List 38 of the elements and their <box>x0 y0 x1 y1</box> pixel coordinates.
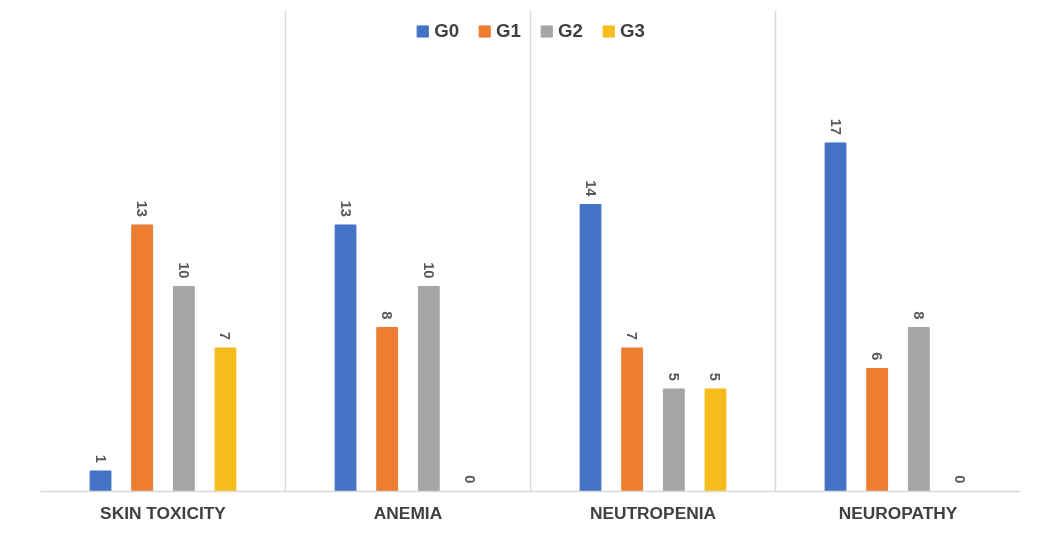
bar <box>824 142 847 492</box>
legend-label: G2 <box>558 20 583 42</box>
bar <box>214 347 237 492</box>
legend-label: G3 <box>619 20 645 42</box>
data-label: 8 <box>910 311 927 320</box>
data-label: 13 <box>337 200 354 217</box>
data-label: 7 <box>624 331 641 340</box>
bar <box>334 224 357 492</box>
data-label: 8 <box>379 311 396 320</box>
data-label: 17 <box>827 118 844 135</box>
x-tick-label: SKIN TOXICITY <box>100 502 227 523</box>
data-label: 10 <box>420 262 437 279</box>
data-label: 5 <box>665 372 682 381</box>
data-label: 13 <box>134 200 151 217</box>
bar <box>172 285 195 492</box>
x-tick-label: NEUTROPENIA <box>589 502 717 523</box>
data-label: 14 <box>582 180 599 198</box>
bar <box>907 326 930 492</box>
legend-label: G1 <box>496 20 521 42</box>
bar <box>704 388 727 492</box>
bar <box>662 388 685 492</box>
x-tick-label: ANEMIA <box>373 502 443 523</box>
data-label: 0 <box>462 475 479 484</box>
bar <box>417 285 440 492</box>
data-label: 6 <box>869 352 886 361</box>
data-label: 5 <box>707 372 724 381</box>
bar <box>376 326 399 492</box>
bar <box>866 367 889 492</box>
x-tick-label: NEUROPATHY <box>838 502 958 523</box>
bar <box>89 470 112 492</box>
bar <box>621 347 644 492</box>
data-label: 1 <box>92 454 109 463</box>
data-label: 7 <box>217 331 234 340</box>
data-label: 10 <box>175 262 192 279</box>
bar <box>579 203 602 492</box>
bar <box>131 224 154 492</box>
legend-label: G0 <box>434 20 460 42</box>
data-label: 0 <box>952 475 969 484</box>
